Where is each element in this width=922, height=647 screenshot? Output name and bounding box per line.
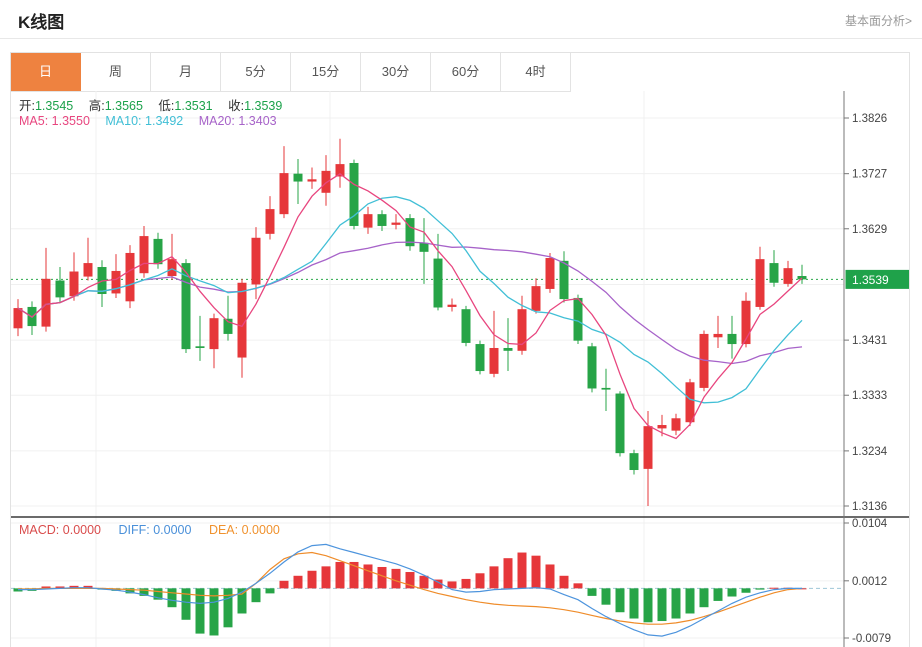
page-title: K线图 [18, 13, 65, 32]
svg-text:1.3826: 1.3826 [852, 113, 887, 125]
svg-text:1.3539: 1.3539 [852, 273, 889, 287]
ma-lines [17, 173, 803, 440]
tab-week[interactable]: 周 [81, 53, 151, 91]
open-value: 1.3545 [34, 99, 74, 113]
macd-histogram [13, 552, 807, 636]
svg-text:1.3629: 1.3629 [852, 224, 887, 236]
ma-legend: MA5: 1.3550 MA10: 1.3492 MA20: 1.3403 [19, 114, 289, 128]
chart-panel: 日 周 月 5分 15分 30分 60分 4时 开:1.3545 高:1.356… [10, 52, 910, 647]
svg-text:1.3727: 1.3727 [852, 169, 887, 181]
candles-layer [13, 138, 807, 506]
ohlc-legend: 开:1.3545 高:1.3565 低:1.3531 收:1.3539 [19, 95, 294, 114]
diff-label: DIFF: [118, 523, 150, 537]
diff-value: 0.0000 [153, 523, 192, 537]
tab-15min[interactable]: 15分 [291, 53, 361, 91]
tab-month[interactable]: 月 [151, 53, 221, 91]
grid-lines [11, 91, 844, 647]
svg-text:0.0012: 0.0012 [852, 576, 887, 588]
low-label: 低: [158, 99, 175, 113]
tab-day[interactable]: 日 [11, 53, 81, 91]
svg-text:1.3431: 1.3431 [852, 335, 887, 347]
ma20-label: MA20: [198, 114, 235, 128]
tab-60min[interactable]: 60分 [431, 53, 501, 91]
close-label: 收: [228, 99, 245, 113]
ma10-value: 1.3492 [145, 114, 184, 128]
high-value: 1.3565 [104, 99, 143, 113]
fundamental-analysis-link[interactable]: 基本面分析> [844, 14, 912, 28]
ma10-line [17, 196, 803, 404]
current-price-badge: 1.3539 [845, 269, 909, 289]
macd-label: MACD: [19, 523, 60, 537]
close-value: 1.3539 [244, 99, 283, 113]
ma10-label: MA10: [105, 114, 142, 128]
dea-value: 0.0000 [241, 523, 280, 537]
ma5-value: 1.3550 [51, 114, 90, 128]
interval-tabbar: 日 周 月 5分 15分 30分 60分 4时 [11, 53, 571, 92]
tab-4hour[interactable]: 4时 [501, 53, 571, 91]
svg-text:1.3234: 1.3234 [852, 446, 888, 458]
macd-value: 0.0000 [62, 523, 101, 537]
price-axis: 1.3826 1.3727 1.3629 1.3431 1.3333 1.3234 1.31… [843, 91, 891, 647]
low-value: 1.3531 [174, 99, 213, 113]
high-label: 高: [88, 99, 105, 113]
open-label: 开: [19, 99, 35, 113]
diff-line [18, 543, 802, 637]
svg-text:0.0104: 0.0104 [852, 518, 888, 530]
ma5-label: MA5: [19, 114, 49, 128]
tab-5min[interactable]: 5分 [221, 53, 291, 91]
macd-lines [18, 543, 803, 637]
svg-text:1.3136: 1.3136 [852, 501, 887, 513]
svg-text:-0.0079: -0.0079 [852, 633, 891, 645]
dea-label: DEA: [208, 523, 239, 537]
ma20-line [17, 241, 803, 365]
macd-legend: MACD: 0.0000 DIFF: 0.0000 DEA: 0.0000 [19, 523, 280, 537]
ma5-line [17, 173, 803, 440]
kline-chart-canvas[interactable]: 1.3826 1.3727 1.3629 1.3431 1.3333 1.3234 1.31… [11, 91, 909, 647]
header-divider [0, 38, 922, 39]
tab-30min[interactable]: 30分 [361, 53, 431, 91]
svg-text:1.3333: 1.3333 [852, 390, 887, 402]
ma20-value: 1.3403 [238, 114, 277, 128]
dea-line [18, 551, 803, 625]
